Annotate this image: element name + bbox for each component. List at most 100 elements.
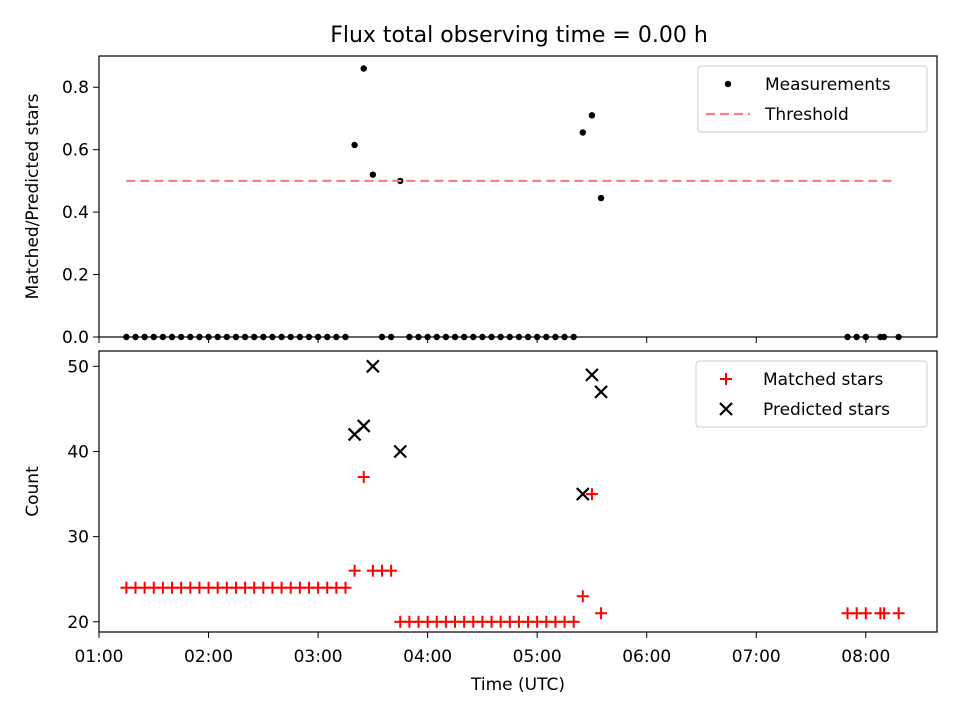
measurement-point	[305, 333, 313, 341]
measurement-point	[844, 333, 851, 341]
measurement-point	[205, 333, 212, 341]
matched-star-marker	[357, 471, 370, 484]
measurement-point	[415, 333, 422, 341]
matched-star-marker	[348, 564, 361, 577]
measurement-point	[497, 333, 504, 341]
legend-x-icon	[719, 402, 733, 416]
panel-ratio: 0.0 0.2 0.4 0.6 0.8 Matched/Predicted stars Me…	[23, 55, 938, 348]
y-tick-label: 0.8	[62, 78, 89, 98]
measurement-point	[250, 333, 258, 341]
legend-label: Predicted stars	[763, 400, 890, 420]
measurement-point	[524, 333, 532, 341]
measurement-point	[314, 333, 322, 341]
measurement-point	[853, 333, 860, 341]
legend-label: Measurements	[765, 75, 891, 95]
predicted-star-marker	[366, 359, 380, 374]
x-tick-label: 03:00	[294, 647, 343, 667]
legend-label: Matched stars	[763, 370, 883, 390]
predicted-star-marker	[393, 444, 408, 459]
predicted-star-stroke	[393, 444, 408, 459]
predicted-star-stroke	[576, 487, 590, 501]
predicted-star-marker	[594, 385, 608, 399]
measurement-point	[533, 333, 541, 341]
measurement-point	[241, 333, 249, 341]
measurement-point	[168, 333, 176, 341]
legend-dot-icon	[724, 80, 732, 88]
measurement-point	[214, 333, 221, 341]
measurement-point	[351, 141, 358, 149]
measurement-point	[460, 333, 468, 341]
measurement-point	[232, 333, 240, 341]
measurement-point	[342, 333, 349, 341]
legend-box	[695, 360, 928, 428]
measurement-point	[296, 333, 304, 341]
y-tick-label: 20	[67, 613, 89, 633]
y-tick-label: 0.4	[62, 203, 89, 223]
measurement-point	[278, 333, 285, 341]
measurement-point	[287, 333, 294, 341]
predicted-star-stroke	[366, 359, 380, 374]
measurement-point	[159, 333, 167, 341]
measurement-point	[424, 333, 431, 341]
predicted-star-marker	[356, 419, 371, 433]
measurement-point	[442, 333, 450, 341]
y-tick-label: 0.2	[62, 266, 89, 286]
legend: Matched stars Predicted stars	[695, 360, 928, 428]
x-tick-label: 05:00	[513, 647, 562, 667]
measurement-point	[387, 333, 395, 341]
x-tick-label: 02:00	[184, 647, 233, 667]
y-tick-label: 0.6	[62, 141, 89, 161]
measurement-point	[187, 333, 194, 341]
legend-label: Threshold	[764, 105, 849, 125]
x-tick-label: 01:00	[75, 647, 124, 667]
y-tick-label: 40	[67, 442, 89, 462]
y-axis-label: Count	[23, 466, 43, 517]
measurement-point	[552, 333, 559, 341]
chart-title: Flux total observing time = 0.00 h	[330, 23, 708, 48]
measurement-point	[862, 333, 869, 341]
measurement-point	[543, 333, 550, 341]
measurement-point	[479, 333, 486, 341]
measurement-point	[324, 333, 331, 341]
y-axis-label: Matched/Predicted stars	[23, 93, 43, 299]
measurement-point	[579, 129, 587, 136]
measurement-point	[880, 333, 888, 341]
measurement-point	[260, 333, 267, 341]
measurement-point	[515, 333, 523, 341]
x-axis-label: Time (UTC)	[470, 675, 565, 695]
x-tick-label: 04:00	[403, 647, 452, 667]
predicted-star-stroke	[585, 368, 599, 382]
matched-star-marker	[385, 564, 398, 577]
predicted-star-marker	[585, 368, 599, 382]
measurement-point	[597, 194, 605, 202]
matched-star-marker	[576, 590, 589, 603]
panel-counts: 20 30 40 50 01:00 02:00 03:00 04:00 05:00 06:00 07…	[23, 350, 938, 695]
matched-star-marker	[585, 488, 598, 501]
measurement-point	[141, 333, 148, 341]
matched-star-marker	[567, 615, 580, 628]
measurement-point	[570, 333, 577, 341]
legend: Measurements Threshold	[697, 65, 928, 133]
measurement-point	[561, 333, 568, 341]
predicted-star-marker	[576, 487, 590, 501]
matched-star-marker	[859, 607, 872, 620]
measurement-point	[488, 333, 495, 341]
measurement-point	[406, 333, 413, 341]
y-tick-label: 30	[67, 528, 89, 548]
measurement-point	[451, 333, 459, 341]
matched-star-marker	[339, 581, 352, 594]
measurement-point	[123, 333, 130, 341]
measurement-point	[470, 333, 477, 341]
measurement-point	[223, 333, 230, 341]
predicted-star-stroke	[594, 385, 608, 399]
measurement-point	[333, 333, 340, 341]
measurement-point	[150, 333, 157, 341]
x-tick-label: 07:00	[732, 647, 781, 667]
measurement-point	[177, 333, 185, 341]
measurement-point	[895, 333, 902, 341]
measurement-point	[269, 333, 276, 341]
legend-box	[697, 65, 928, 133]
measurement-point	[360, 65, 367, 72]
measurement-point	[369, 171, 377, 178]
